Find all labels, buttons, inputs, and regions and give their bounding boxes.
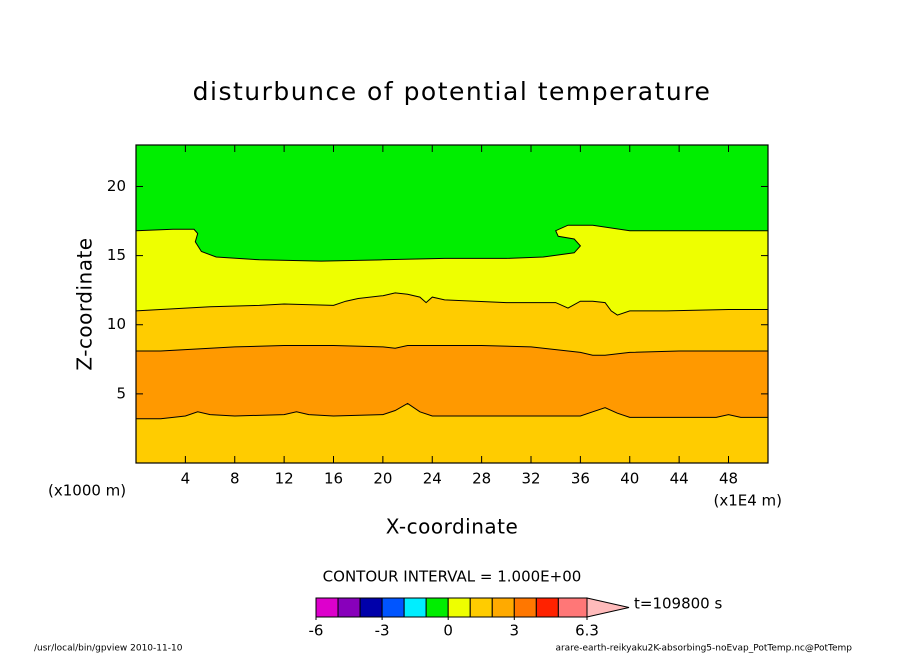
colorbar-box [403, 597, 427, 618]
colorbar-box [513, 597, 537, 618]
footer-left: /usr/local/bin/gpview 2010-11-10 [34, 644, 183, 654]
colorbar-tick-label: -3 [375, 622, 390, 640]
colorbar-tick-label: 6.3 [575, 622, 599, 640]
contour-interval: CONTOUR INTERVAL = 1.000E+00 [323, 568, 582, 586]
y-tick-label: 10 [107, 315, 126, 333]
x-tick-label: 32 [521, 470, 540, 488]
plot-frame [135, 144, 769, 464]
colorbar-box [359, 597, 383, 618]
x-tick-label: 12 [275, 470, 294, 488]
colorbar-box [469, 597, 493, 618]
colorbar-box [425, 597, 449, 618]
contour-line [135, 224, 768, 262]
contour-line [135, 292, 768, 316]
x-tick-label: 36 [571, 470, 590, 488]
colorbar-tick-label: -6 [309, 622, 324, 640]
colorbar-box [491, 597, 515, 618]
x-tick-label: 4 [181, 470, 191, 488]
x-tick-label: 20 [373, 470, 392, 488]
y-tick-label: 5 [116, 384, 126, 402]
x-tick-label: 48 [719, 470, 738, 488]
x-tick-label: 16 [324, 470, 343, 488]
x-unit-right: (x1E4 m) [713, 492, 782, 510]
x-tick-label: 44 [670, 470, 689, 488]
x-tick-label: 28 [472, 470, 491, 488]
colorbar-box [381, 597, 405, 618]
y-tick-label: 15 [107, 246, 126, 264]
x-axis-label: X-coordinate [386, 515, 519, 539]
x-tick-label: 24 [423, 470, 442, 488]
time-label: t=109800 s [634, 595, 722, 613]
chart-title: disturbunce of potential temperature [193, 77, 712, 106]
footer-right: arare-earth-reikyaku2K-absorbing5-noEvap… [555, 644, 852, 654]
x-tick-label: 40 [620, 470, 639, 488]
colorbar-tick-label: 0 [443, 622, 453, 640]
colorbar-box [535, 597, 559, 618]
colorbar-box [337, 597, 361, 618]
y-tick-label: 20 [107, 177, 126, 195]
contour-line [136, 345, 768, 356]
colorbar-box [447, 597, 471, 618]
x-unit-left: (x1000 m) [48, 482, 126, 500]
colorbar-over [586, 597, 630, 618]
colorbar-box [557, 597, 588, 618]
y-axis-label: Z-coordinate [73, 237, 97, 370]
contour-line [136, 402, 768, 420]
contour-fill [136, 403, 768, 463]
colorbar-box [315, 597, 339, 618]
x-tick-label: 8 [230, 470, 240, 488]
colorbar-tick-label: 3 [510, 622, 520, 640]
